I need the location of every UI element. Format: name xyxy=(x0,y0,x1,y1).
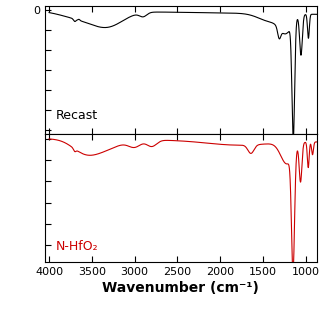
Text: N-HfO₂: N-HfO₂ xyxy=(56,240,98,252)
X-axis label: Wavenumber (cm⁻¹): Wavenumber (cm⁻¹) xyxy=(102,281,259,295)
Text: Recast: Recast xyxy=(56,109,98,122)
